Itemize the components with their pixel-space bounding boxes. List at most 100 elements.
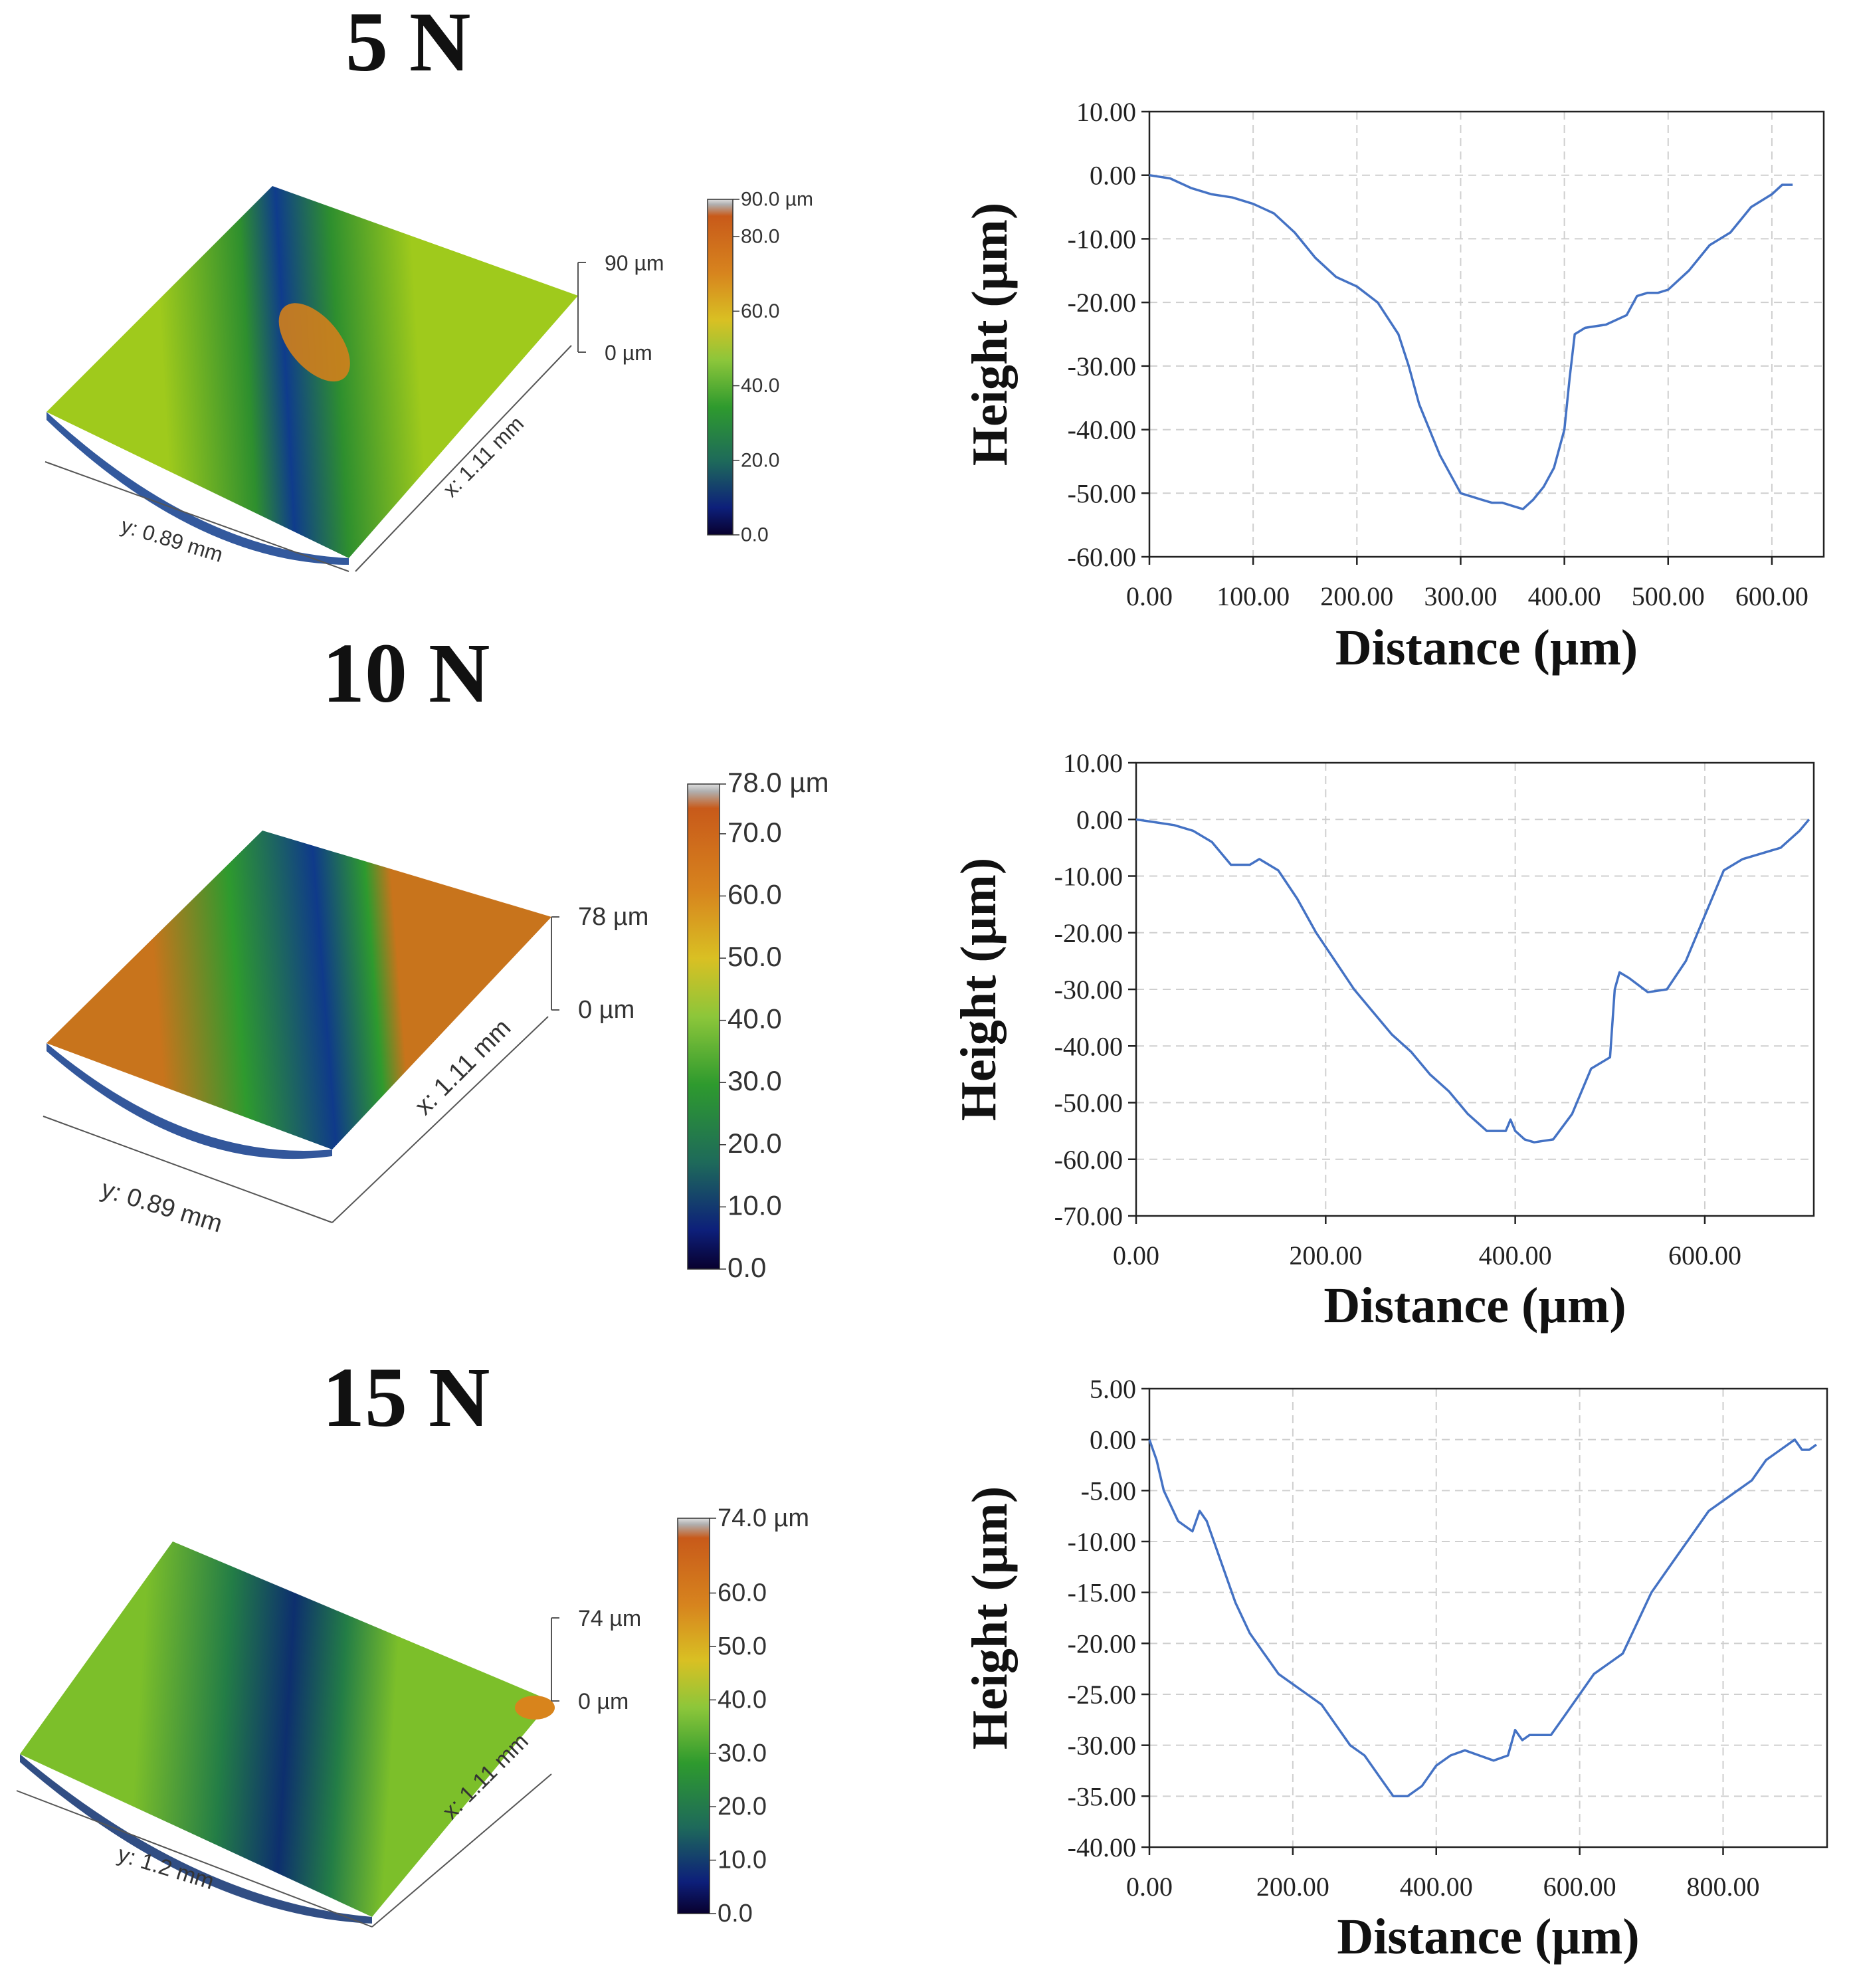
base-edge-y <box>43 1116 333 1223</box>
colorbar-tick-label: 50.0 <box>728 941 782 972</box>
y-tick-label: -50.00 <box>1068 478 1136 508</box>
x-tick-label: 400.00 <box>1400 1872 1473 1902</box>
x-tick-label: 500.00 <box>1632 581 1705 611</box>
x-axis-label: Distance (µm) <box>1335 620 1638 676</box>
colorbar-tick-label: 0.0 <box>741 524 769 546</box>
y-tick-label: -40.00 <box>1068 415 1136 445</box>
y-dimension-label: y: 0.89 mm <box>98 1175 225 1238</box>
y-tick-label: 5.00 <box>1090 1374 1136 1404</box>
y-tick-label: -30.00 <box>1068 351 1136 381</box>
colorbar-tick-label: 90.0 µm <box>741 189 813 211</box>
y-tick-label: -10.00 <box>1068 1527 1136 1557</box>
y-tick-label: -60.00 <box>1054 1145 1123 1175</box>
y-tick-label: 0.00 <box>1090 161 1136 191</box>
colorbar-tick-label: 0.0 <box>728 1252 766 1283</box>
x-tick-label: 800.00 <box>1686 1872 1759 1902</box>
y-tick-label: -20.00 <box>1068 1629 1136 1658</box>
surface-peak <box>278 303 350 382</box>
colorbar-tick-label: 78.0 µm <box>728 767 829 798</box>
surface-mesh <box>47 831 551 1149</box>
series-line <box>1135 818 1810 1143</box>
colorbar-tick-label: 30.0 <box>718 1740 767 1767</box>
y-dimension-label: y: 1.2 mm <box>115 1841 217 1894</box>
series-line <box>1148 1438 1817 1798</box>
x-axis-label: Distance (µm) <box>1337 1909 1639 1965</box>
colorbar-tick-label: 10.0 <box>718 1846 767 1874</box>
line-chart-15n: 5.00 0.00 -5.00 -10.00 -15.00 -20.00 -25.00 -30… <box>962 1374 1828 1965</box>
x-tick-label: 400.00 <box>1528 581 1601 611</box>
x-tick-label: 200.00 <box>1289 1241 1362 1270</box>
colorbar-tick-label: 10.0 <box>728 1189 782 1221</box>
z-top-label: 78 µm <box>578 903 648 931</box>
y-tick-label: 10.00 <box>1076 97 1136 127</box>
panel-title-15n: 15 N <box>322 1350 490 1444</box>
panel-title-5n: 5 N <box>345 0 471 89</box>
panel-title-10n: 10 N <box>322 626 490 720</box>
colorbar-tick-label: 40.0 <box>741 375 779 397</box>
colorbar <box>677 1518 710 1914</box>
x-tick-label: 0.00 <box>1113 1241 1159 1270</box>
colorbar-tick-label: 30.0 <box>728 1065 782 1096</box>
plot-frame <box>1148 1387 1828 1848</box>
colorbar-tick-label: 20.0 <box>741 449 779 471</box>
y-tick-label: -20.00 <box>1054 918 1123 948</box>
y-tick-label: -35.00 <box>1068 1781 1136 1811</box>
colorbar-tick-label: 20.0 <box>718 1793 767 1821</box>
base-edge-x <box>332 1016 549 1223</box>
x-tick-label: 0.00 <box>1126 1872 1173 1902</box>
colorbar-tick-label: 40.0 <box>728 1003 782 1035</box>
colorbar <box>687 783 720 1270</box>
y-axis-label: Height (µm) <box>962 203 1018 466</box>
z-bottom-label: 0 µm <box>578 996 634 1024</box>
series-line <box>1149 173 1793 510</box>
z-top-label: 90 µm <box>605 251 664 275</box>
line-chart-10n: 10.00 0.00 -10.00 -20.00 -30.00 -40.00 -50.00 -… <box>951 748 1815 1334</box>
colorbar-tick-label: 60.0 <box>728 878 782 910</box>
x-tick-label: 200.00 <box>1320 581 1393 611</box>
y-tick-label: -30.00 <box>1054 975 1123 1005</box>
base-edge-x <box>355 345 572 572</box>
base-edge-y <box>45 461 349 572</box>
y-tick-label: -5.00 <box>1081 1476 1136 1506</box>
y-tick-label: -40.00 <box>1054 1031 1123 1061</box>
y-tick-label: -30.00 <box>1068 1731 1136 1761</box>
y-tick-label: -50.00 <box>1054 1088 1123 1118</box>
y-tick-label: -70.00 <box>1054 1201 1123 1231</box>
y-tick-label: -60.00 <box>1068 542 1136 572</box>
colorbar-tick-label: 20.0 <box>728 1128 782 1159</box>
y-tick-label: -10.00 <box>1068 224 1136 254</box>
colorbar-tick-label: 74.0 µm <box>718 1504 809 1532</box>
z-bottom-label: 0 µm <box>605 341 652 365</box>
colorbar-tick-label: 80.0 <box>741 226 779 248</box>
colorbar-tick-label: 60.0 <box>741 300 779 322</box>
y-axis-label: Height (µm) <box>962 1486 1018 1749</box>
plot-frame <box>1148 110 1825 558</box>
y-tick-label: -15.00 <box>1068 1578 1136 1608</box>
x-tick-label: 600.00 <box>1735 581 1808 611</box>
z-bottom-label: 0 µm <box>578 1689 629 1714</box>
base-edge-x <box>371 1773 552 1928</box>
base-edge-y <box>16 1790 373 1928</box>
colorbar-tick-label: 60.0 <box>718 1579 767 1607</box>
surface-front-skirt <box>47 1043 332 1159</box>
colorbar-tick-label: 50.0 <box>718 1633 767 1660</box>
colorbar-tick-label: 0.0 <box>718 1900 753 1928</box>
surface-mesh <box>20 1541 551 1917</box>
z-top-label: 74 µm <box>578 1606 641 1631</box>
colorbar-tick-label: 70.0 <box>728 817 782 848</box>
x-tick-label: 300.00 <box>1424 581 1497 611</box>
y-tick-label: 0.00 <box>1076 805 1123 835</box>
colorbar-tick-label: 40.0 <box>718 1686 767 1714</box>
y-axis-label: Height (µm) <box>951 858 1007 1121</box>
y-tick-label: -10.00 <box>1054 862 1123 892</box>
x-axis-label: Distance (µm) <box>1323 1278 1626 1334</box>
x-tick-label: 600.00 <box>1543 1872 1616 1902</box>
line-chart-5n: 10.00 0.00 -10.00 -20.00 -30.00 -40.00 -50.00 -… <box>962 97 1825 676</box>
x-tick-label: 400.00 <box>1479 1241 1552 1270</box>
y-tick-label: 0.00 <box>1090 1425 1136 1455</box>
x-tick-label: 600.00 <box>1668 1241 1741 1270</box>
x-tick-label: 100.00 <box>1217 581 1290 611</box>
